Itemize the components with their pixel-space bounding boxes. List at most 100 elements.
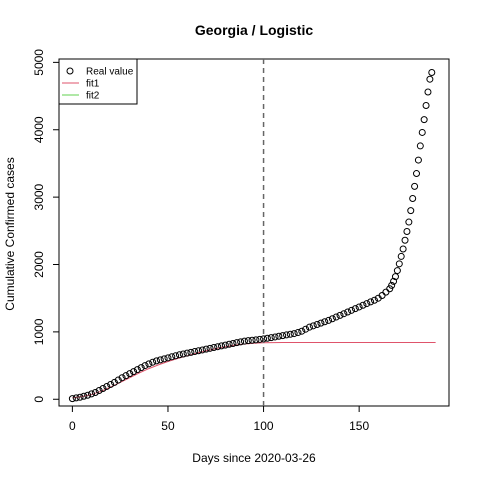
data-point	[332, 313, 340, 321]
data-point	[175, 351, 183, 359]
data-point	[252, 336, 260, 344]
plot-box	[58, 58, 450, 407]
data-point	[426, 75, 434, 83]
data-point	[351, 305, 359, 313]
y-tick-label: 1000	[32, 318, 46, 345]
data-point	[283, 331, 290, 339]
data-point	[198, 346, 206, 354]
data-point	[172, 352, 180, 360]
x-tick-label: 100	[254, 419, 274, 433]
data-point	[393, 267, 401, 275]
data-point	[237, 338, 245, 346]
data-point	[202, 345, 210, 353]
data-point	[229, 339, 237, 347]
x-axis: 0 50 100 150	[69, 405, 369, 433]
data-point	[405, 218, 413, 226]
data-point	[302, 325, 310, 333]
series-line-fit1	[72, 341, 436, 399]
data-point	[298, 327, 306, 335]
data-point	[84, 391, 92, 399]
data-point	[76, 393, 84, 401]
y-tick-label: 4000	[32, 116, 46, 143]
data-point	[214, 343, 222, 351]
data-point	[344, 308, 352, 316]
data-point	[107, 380, 115, 388]
data-point	[290, 330, 298, 338]
data-point	[164, 354, 172, 362]
data-point	[317, 319, 325, 327]
data-point	[118, 374, 126, 382]
data-point	[218, 342, 225, 350]
legend-symbol-real-value	[66, 67, 74, 75]
data-point	[153, 357, 160, 365]
data-point	[141, 362, 149, 370]
data-point	[110, 378, 118, 386]
data-point	[397, 252, 405, 260]
data-point	[95, 387, 103, 394]
data-point	[416, 142, 424, 150]
data-point	[313, 320, 321, 328]
data-point	[321, 318, 329, 326]
data-point	[160, 355, 168, 363]
y-tick-label: 5000	[32, 49, 46, 76]
data-point	[309, 322, 317, 330]
data-point	[328, 315, 336, 323]
data-point	[80, 392, 88, 400]
legend: Real value fit1 fit2	[58, 58, 138, 105]
data-point	[355, 303, 363, 311]
data-point	[363, 300, 371, 308]
data-point	[179, 350, 187, 358]
data-point	[411, 182, 419, 190]
legend-label-fit1: fit1	[86, 79, 100, 90]
data-point	[244, 337, 252, 345]
data-point	[68, 395, 76, 403]
data-point	[168, 353, 176, 361]
data-point	[114, 376, 122, 384]
data-point	[388, 281, 396, 289]
data-point	[195, 347, 203, 355]
x-tick-label: 0	[69, 419, 76, 433]
data-point	[348, 306, 355, 314]
data-point	[279, 332, 287, 340]
data-point	[233, 339, 241, 347]
data-point	[286, 330, 294, 338]
data-point	[72, 394, 80, 402]
data-point	[183, 349, 191, 357]
data-point	[206, 344, 214, 352]
data-point	[420, 116, 428, 124]
data-point	[99, 384, 107, 392]
chart-title: Georgia / Logistic	[195, 22, 313, 38]
data-point	[391, 273, 399, 281]
data-point	[267, 334, 275, 342]
data-point	[133, 366, 141, 374]
data-point	[187, 348, 195, 356]
data-point	[122, 372, 130, 380]
data-point	[271, 333, 279, 341]
data-point	[413, 170, 420, 178]
data-point	[370, 296, 378, 304]
x-axis-label: Days since 2020-03-26	[192, 451, 316, 465]
data-point	[263, 334, 271, 342]
data-point	[225, 340, 233, 348]
fit-lines	[72, 341, 436, 399]
legend-label-real-value: Real value	[86, 67, 134, 78]
data-point	[336, 311, 344, 319]
data-point	[248, 336, 256, 344]
data-point	[126, 370, 134, 378]
x-tick-label: 50	[161, 419, 175, 433]
data-point	[88, 390, 95, 398]
data-point	[367, 298, 375, 306]
data-point	[382, 288, 390, 296]
data-point	[210, 344, 218, 352]
y-tick-label: 3000	[32, 183, 46, 210]
data-point	[256, 335, 264, 343]
data-point	[401, 236, 409, 244]
data-point	[359, 301, 367, 309]
data-point	[137, 364, 145, 372]
legend-box	[58, 58, 138, 105]
data-point	[340, 310, 348, 318]
data-point	[305, 323, 313, 331]
data-point	[221, 341, 229, 349]
data-point	[145, 360, 153, 368]
y-tick-label: 2000	[32, 251, 46, 278]
